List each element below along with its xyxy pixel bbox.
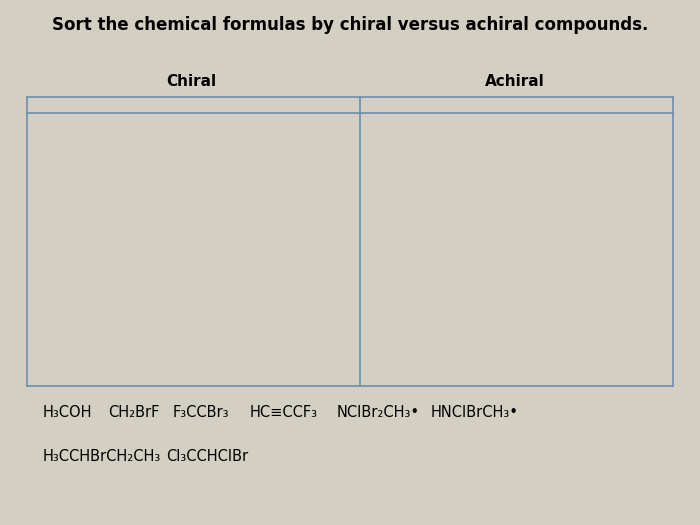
Text: CH₂BrF: CH₂BrF — [108, 405, 159, 419]
Text: NCIBr₂CH₃•: NCIBr₂CH₃• — [337, 405, 420, 419]
Text: HNCIBrCH₃•: HNCIBrCH₃• — [430, 405, 519, 419]
Text: H₃COH: H₃COH — [43, 405, 92, 419]
Text: HC≡CCF₃: HC≡CCF₃ — [250, 405, 318, 419]
Text: Achiral: Achiral — [485, 74, 545, 89]
Text: Sort the chemical formulas by chiral versus achiral compounds.: Sort the chemical formulas by chiral ver… — [52, 16, 648, 34]
Text: Chiral: Chiral — [167, 74, 217, 89]
Text: Cl₃CCHCIBr: Cl₃CCHCIBr — [166, 449, 248, 464]
Text: H₃CCHBrCH₂CH₃: H₃CCHBrCH₂CH₃ — [43, 449, 161, 464]
Text: F₃CCBr₃: F₃CCBr₃ — [172, 405, 229, 419]
